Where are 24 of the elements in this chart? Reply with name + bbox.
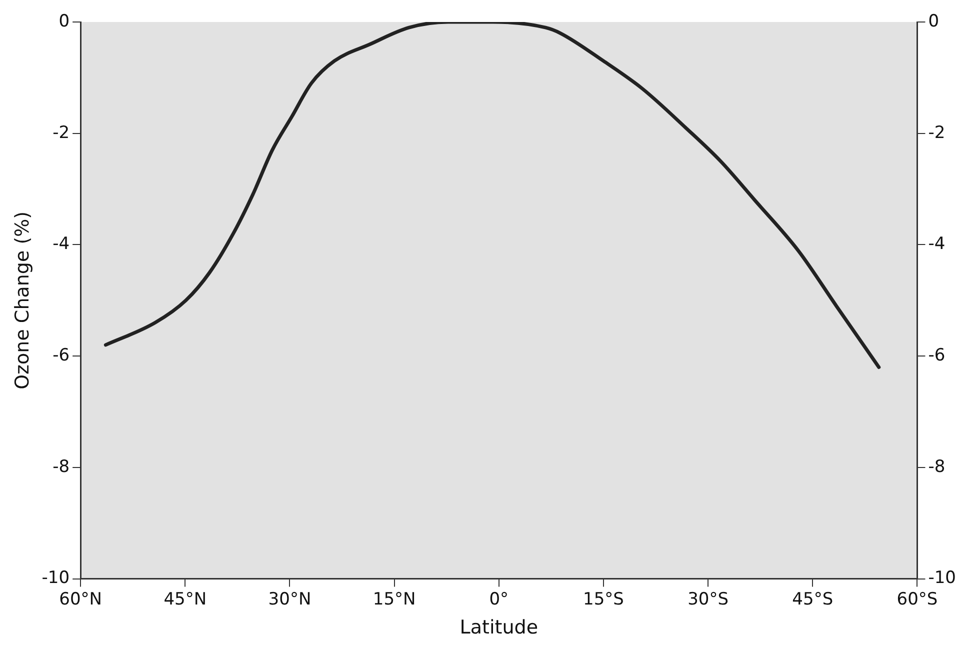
y-tick-label: -4 [52, 234, 70, 254]
y2-tick-label: -10 [928, 568, 956, 588]
x-tick-label: 45°S [792, 589, 834, 610]
x-axis-title: Latitude [460, 616, 538, 639]
y-tick-label: -2 [52, 122, 70, 143]
x-tick-label: 0° [489, 589, 509, 610]
y2-tick-label: -6 [928, 346, 946, 366]
y-tick-label: 0 [58, 11, 70, 32]
line-series [104, 22, 881, 369]
y2-tick-label: -8 [928, 456, 946, 477]
x-tick-label: 60°N [59, 589, 102, 610]
y2-tick-label: -2 [928, 122, 946, 143]
x-tick-label: 30°N [268, 589, 312, 610]
y-tick-label: -6 [52, 346, 70, 366]
x-tick-label: 15°N [372, 589, 416, 610]
x-tick-label: 30°S [688, 589, 729, 610]
x-tick-label: 45°N [164, 589, 207, 610]
y2-tick-label: 0 [928, 11, 940, 32]
y-tick-label: -8 [52, 456, 70, 477]
x-tick-label: 60°S [896, 589, 938, 610]
y-tick-label: -10 [42, 568, 70, 588]
y2-tick-label: -4 [928, 234, 946, 254]
y-axis-title: Ozone Change (%) [11, 211, 34, 390]
x-tick-label: 15°S [583, 589, 624, 610]
